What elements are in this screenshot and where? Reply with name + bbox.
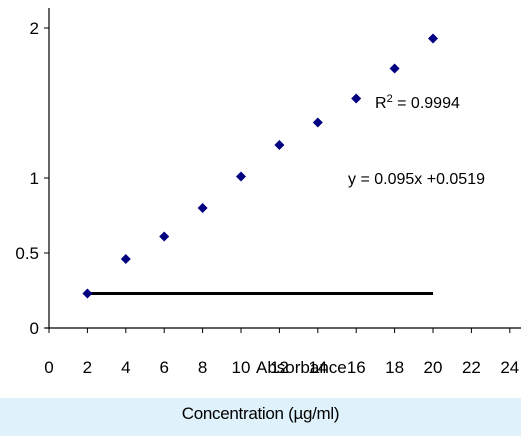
data-point	[159, 231, 170, 242]
regression-equation: y = 0.095x +0.0519	[348, 171, 485, 188]
x-tick-label: 18	[385, 358, 404, 377]
y-tick-label: 2	[30, 19, 39, 38]
x-tick-label: 24	[500, 358, 519, 377]
x-tick-label: 14	[308, 358, 327, 377]
data-point	[428, 33, 438, 44]
x-tick-label: 6	[159, 358, 168, 377]
plot-area-background	[0, 0, 521, 398]
y-tick-label: 0.5	[15, 244, 39, 263]
x-tick-label: 0	[44, 358, 53, 377]
annotations: R2 = 0.9994 y = 0.095x +0.0519	[348, 93, 485, 188]
x-tick-label: 16	[347, 358, 366, 377]
data-points	[82, 33, 438, 299]
y-tick-label: 0	[30, 319, 39, 338]
data-point	[236, 171, 246, 182]
data-point	[197, 203, 208, 213]
data-point	[351, 93, 362, 104]
x-tick-label: 4	[121, 358, 130, 377]
x-tick-label: 2	[83, 358, 92, 377]
y-tick-label: 1	[30, 169, 39, 188]
x-tick-label: 12	[270, 358, 289, 377]
data-point	[82, 288, 93, 299]
x-axis-label: Concentration (µg/ml)	[181, 404, 340, 423]
overlay: Absorbance	[256, 358, 347, 377]
data-point	[312, 117, 323, 128]
y-axis-title: Absorbance	[256, 358, 347, 377]
data-point	[120, 254, 131, 264]
x-axis-label-band	[0, 398, 521, 436]
axes	[44, 8, 521, 333]
r-squared-label: R2 = 0.9994	[375, 93, 460, 112]
x-tick-label: 10	[232, 358, 251, 377]
x-tick-label: 8	[198, 358, 207, 377]
data-point	[274, 140, 285, 150]
x-tick-label: 22	[462, 358, 481, 377]
data-point	[389, 63, 400, 74]
x-tick-label: 20	[424, 358, 443, 377]
